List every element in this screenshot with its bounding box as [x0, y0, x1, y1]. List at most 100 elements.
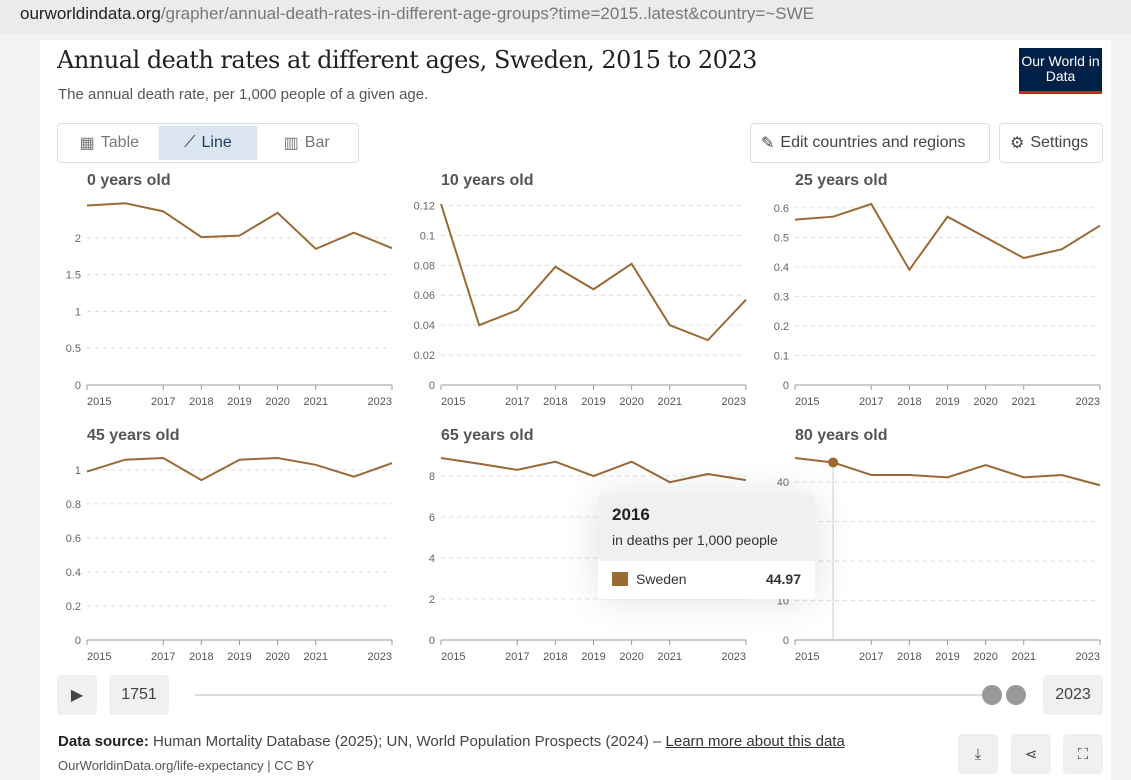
play-icon: ▶: [70, 687, 84, 704]
tooltip-unit: in deaths per 1,000 people: [612, 532, 778, 548]
owid-logo[interactable]: Our World in Data: [1019, 48, 1102, 94]
x-tick-label: 2019: [227, 396, 251, 408]
settings-label: Settings: [1030, 134, 1089, 151]
url-path: /grapher/annual-death-rates-in-different…: [160, 4, 814, 23]
y-tick-label: 0.4: [66, 567, 81, 579]
learn-more-link[interactable]: Learn more about this data: [665, 733, 845, 750]
y-tick-label: 4: [429, 553, 435, 565]
panel-title: 45 years old: [87, 427, 180, 444]
x-tick-label: 2020: [619, 396, 643, 408]
x-tick-label: 2015: [795, 396, 819, 408]
y-tick-label: 0: [429, 380, 435, 392]
series-line-sweden: [794, 457, 1101, 487]
x-tick-label: 2017: [859, 396, 883, 408]
x-tick-label: 2020: [265, 651, 289, 663]
tab-table[interactable]: ▦ Table: [60, 126, 159, 160]
edit-countries-button[interactable]: ✎ Edit countries and regions: [750, 123, 990, 163]
page-title: Annual death rates at different ages, Sw…: [57, 46, 757, 74]
y-tick-label: 0.4: [774, 262, 789, 274]
y-tick-label: 0.1: [420, 230, 435, 242]
x-tick-label: 2020: [973, 396, 997, 408]
y-tick-label: 0.12: [414, 200, 435, 212]
panel-title: 0 years old: [87, 172, 171, 189]
tooltip-value: 44.97: [765, 571, 801, 587]
y-tick-label: 0: [429, 635, 435, 647]
panel-title: 80 years old: [795, 427, 888, 444]
y-tick-label: 8: [429, 471, 435, 483]
x-tick-label: 2019: [935, 651, 959, 663]
y-tick-label: 2: [429, 594, 435, 606]
timeline-end-handle[interactable]: [1006, 685, 1026, 705]
timeline-start[interactable]: 1751: [109, 675, 169, 715]
x-tick-label: 2017: [859, 651, 883, 663]
x-tick-label: 2023: [368, 651, 392, 663]
y-tick-label: 0.1: [774, 350, 789, 362]
x-tick-label: 2015: [441, 651, 465, 663]
y-tick-label: 1: [75, 306, 81, 318]
download-button[interactable]: ⤓: [958, 734, 998, 774]
series-line-sweden: [440, 203, 747, 342]
y-tick-label: 6: [429, 512, 435, 524]
x-tick-label: 2021: [304, 396, 328, 408]
x-tick-label: 2023: [1076, 651, 1100, 663]
tab-label: Table: [100, 134, 140, 151]
series-line-sweden: [86, 202, 393, 251]
table-icon: ▦: [79, 135, 95, 152]
x-tick-label: 2023: [722, 396, 746, 408]
x-tick-label: 2020: [619, 651, 643, 663]
y-tick-label: 0: [783, 380, 789, 392]
y-tick-label: 0: [75, 380, 81, 392]
x-tick-label: 2020: [973, 651, 997, 663]
y-tick-label: 0: [75, 635, 81, 647]
page-subtitle: The annual death rate, per 1,000 people …: [58, 86, 429, 103]
x-tick-label: 2018: [897, 651, 921, 663]
play-button[interactable]: ▶: [57, 675, 97, 715]
x-tick-label: 2018: [189, 651, 213, 663]
x-tick-label: 2021: [1012, 396, 1036, 408]
series-line-sweden: [794, 202, 1101, 272]
timeline-end[interactable]: 2023: [1043, 675, 1103, 715]
series-line-sweden: [86, 456, 393, 482]
timeline-track[interactable]: [195, 694, 995, 696]
view-tabs: ▦ Table ⟋ Line ▥ Bar: [57, 123, 359, 163]
y-tick-label: 0.6: [774, 203, 789, 215]
y-tick-label: 0.5: [66, 343, 81, 355]
address-bar[interactable]: ourworldindata.org/grapher/annual-death-…: [0, 0, 1131, 34]
y-tick-label: 0.6: [66, 533, 81, 545]
source-text: Human Mortality Database (2025); UN, Wor…: [153, 733, 662, 750]
y-tick-label: 0.08: [414, 260, 435, 272]
y-tick-label: 0.2: [774, 321, 789, 333]
y-tick-label: 0: [783, 635, 789, 647]
x-tick-label: 2023: [368, 396, 392, 408]
x-tick-label: 2019: [581, 396, 605, 408]
y-tick-label: 1: [75, 465, 81, 477]
tab-label: Line: [201, 134, 232, 151]
y-tick-label: 0.04: [414, 320, 435, 332]
x-tick-label: 2015: [441, 396, 465, 408]
x-tick-label: 2019: [227, 651, 251, 663]
tab-label: Bar: [304, 134, 330, 151]
x-tick-label: 2020: [265, 396, 289, 408]
panel-title: 65 years old: [441, 427, 534, 444]
gear-icon: ⚙: [1010, 135, 1025, 152]
download-icon: ⤓: [974, 745, 982, 763]
chart-url[interactable]: OurWorldinData.org/life-expectancy | CC …: [58, 758, 315, 773]
x-tick-label: 2021: [1012, 651, 1036, 663]
fullscreen-button[interactable]: ⛶: [1063, 734, 1103, 774]
x-tick-label: 2018: [897, 396, 921, 408]
x-tick-label: 2021: [658, 651, 682, 663]
tab-bar[interactable]: ▥ Bar: [257, 126, 356, 160]
y-tick-label: 0.06: [414, 290, 435, 302]
tooltip: 2016 in deaths per 1,000 people Sweden 44.…: [598, 495, 815, 599]
y-tick-label: 1.5: [66, 270, 81, 282]
timeline-start-handle[interactable]: [982, 685, 1002, 705]
tab-line[interactable]: ⟋ Line: [158, 126, 258, 160]
x-tick-label: 2021: [304, 651, 328, 663]
share-button[interactable]: ⋖: [1011, 734, 1051, 774]
y-tick-label: 0.5: [774, 232, 789, 244]
y-tick-label: 0.3: [774, 291, 789, 303]
x-tick-label: 2015: [87, 651, 111, 663]
x-tick-label: 2015: [795, 651, 819, 663]
settings-button[interactable]: ⚙ Settings: [999, 123, 1103, 163]
x-tick-label: 2018: [543, 396, 567, 408]
